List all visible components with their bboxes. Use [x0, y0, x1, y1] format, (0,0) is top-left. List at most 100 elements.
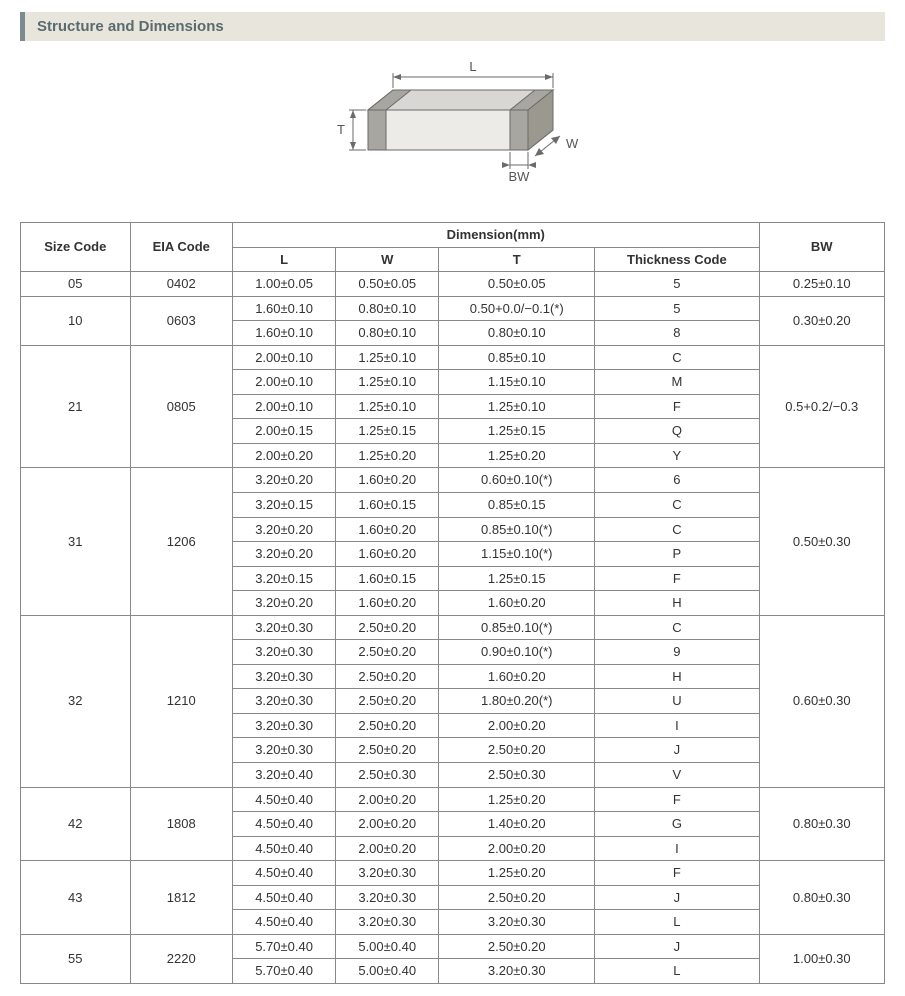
col-thickness-code: Thickness Code: [595, 247, 759, 272]
cell-thickness-code: H: [595, 591, 759, 616]
table-row: 0504021.00±0.050.50±0.050.50±0.0550.25±0…: [21, 272, 885, 297]
col-L: L: [233, 247, 336, 272]
cell-eia-code: 0805: [130, 345, 233, 468]
cell-L: 3.20±0.30: [233, 640, 336, 665]
cell-L: 3.20±0.15: [233, 566, 336, 591]
cell-L: 4.50±0.40: [233, 836, 336, 861]
cell-thickness-code: 5: [595, 272, 759, 297]
cell-thickness-code: L: [595, 910, 759, 935]
cell-W: 0.50±0.05: [336, 272, 439, 297]
cell-W: 2.50±0.30: [336, 763, 439, 788]
cell-T: 0.90±0.10(*): [439, 640, 595, 665]
table-row: 3212103.20±0.302.50±0.200.85±0.10(*)C0.6…: [21, 615, 885, 640]
cell-thickness-code: C: [595, 517, 759, 542]
table-row: 1006031.60±0.100.80±0.100.50+0.0/−0.1(*)…: [21, 296, 885, 321]
cell-L: 2.00±0.10: [233, 370, 336, 395]
cell-thickness-code: J: [595, 738, 759, 763]
chip-diagram: L T W BW: [20, 55, 885, 208]
cell-T: 0.50±0.05: [439, 272, 595, 297]
cell-thickness-code: 8: [595, 321, 759, 346]
table-row: 4318124.50±0.403.20±0.301.25±0.20F0.80±0…: [21, 861, 885, 886]
cell-W: 3.20±0.30: [336, 910, 439, 935]
cell-W: 1.25±0.10: [336, 394, 439, 419]
cell-L: 4.50±0.40: [233, 787, 336, 812]
cell-W: 1.60±0.20: [336, 468, 439, 493]
cell-thickness-code: J: [595, 885, 759, 910]
cell-T: 3.20±0.30: [439, 910, 595, 935]
section-title: Structure and Dimensions: [20, 12, 885, 41]
cell-bw: 0.30±0.20: [759, 296, 884, 345]
cell-thickness-code: Y: [595, 443, 759, 468]
cell-W: 2.00±0.20: [336, 787, 439, 812]
cell-T: 0.80±0.10: [439, 321, 595, 346]
cell-bw: 0.25±0.10: [759, 272, 884, 297]
cell-L: 1.60±0.10: [233, 321, 336, 346]
cell-thickness-code: U: [595, 689, 759, 714]
label-BW: BW: [508, 169, 530, 184]
cell-size-code: 32: [21, 615, 131, 787]
cell-T: 1.80±0.20(*): [439, 689, 595, 714]
cell-T: 2.50±0.20: [439, 885, 595, 910]
table-row: 2108052.00±0.101.25±0.100.85±0.10C0.5+0.…: [21, 345, 885, 370]
cell-T: 1.25±0.15: [439, 566, 595, 591]
label-L: L: [469, 59, 476, 74]
cell-T: 2.00±0.20: [439, 713, 595, 738]
cell-bw: 0.5+0.2/−0.3: [759, 345, 884, 468]
cell-W: 3.20±0.30: [336, 885, 439, 910]
cell-W: 1.60±0.20: [336, 591, 439, 616]
cell-W: 1.25±0.10: [336, 345, 439, 370]
cell-L: 3.20±0.20: [233, 517, 336, 542]
cell-T: 2.50±0.20: [439, 934, 595, 959]
cell-thickness-code: G: [595, 812, 759, 837]
cell-thickness-code: I: [595, 713, 759, 738]
cell-eia-code: 0402: [130, 272, 233, 297]
cell-T: 1.15±0.10: [439, 370, 595, 395]
cell-W: 1.60±0.15: [336, 566, 439, 591]
col-T: T: [439, 247, 595, 272]
chip-svg: L T W BW: [323, 55, 583, 205]
cell-L: 3.20±0.30: [233, 664, 336, 689]
cell-W: 2.50±0.20: [336, 713, 439, 738]
cell-T: 1.25±0.20: [439, 787, 595, 812]
cell-W: 1.25±0.10: [336, 370, 439, 395]
cell-L: 5.70±0.40: [233, 959, 336, 984]
cell-thickness-code: Q: [595, 419, 759, 444]
cell-W: 0.80±0.10: [336, 321, 439, 346]
cell-thickness-code: H: [595, 664, 759, 689]
cell-L: 3.20±0.30: [233, 689, 336, 714]
cell-eia-code: 1808: [130, 787, 233, 861]
cell-T: 0.85±0.15: [439, 493, 595, 518]
cell-bw: 0.80±0.30: [759, 861, 884, 935]
cell-eia-code: 2220: [130, 934, 233, 983]
label-W: W: [566, 136, 579, 151]
cell-size-code: 31: [21, 468, 131, 615]
cell-L: 2.00±0.10: [233, 345, 336, 370]
cell-T: 1.25±0.10: [439, 394, 595, 419]
cell-thickness-code: P: [595, 542, 759, 567]
cell-bw: 0.50±0.30: [759, 468, 884, 615]
cell-T: 0.50+0.0/−0.1(*): [439, 296, 595, 321]
cell-T: 1.25±0.20: [439, 861, 595, 886]
cell-T: 1.25±0.20: [439, 443, 595, 468]
table-row: 5522205.70±0.405.00±0.402.50±0.20J1.00±0…: [21, 934, 885, 959]
cell-eia-code: 0603: [130, 296, 233, 345]
cell-L: 2.00±0.15: [233, 419, 336, 444]
cell-W: 0.80±0.10: [336, 296, 439, 321]
cell-W: 2.50±0.20: [336, 664, 439, 689]
cell-bw: 1.00±0.30: [759, 934, 884, 983]
cell-thickness-code: C: [595, 493, 759, 518]
cell-W: 1.25±0.20: [336, 443, 439, 468]
cell-L: 1.60±0.10: [233, 296, 336, 321]
cell-L: 5.70±0.40: [233, 934, 336, 959]
cell-W: 1.25±0.15: [336, 419, 439, 444]
cell-T: 1.40±0.20: [439, 812, 595, 837]
col-bw: BW: [759, 223, 884, 272]
cell-W: 2.00±0.20: [336, 836, 439, 861]
dimensions-table: Size Code EIA Code Dimension(mm) BW L W …: [20, 222, 885, 984]
cell-thickness-code: M: [595, 370, 759, 395]
cell-T: 2.00±0.20: [439, 836, 595, 861]
cell-T: 3.20±0.30: [439, 959, 595, 984]
cell-thickness-code: C: [595, 345, 759, 370]
cell-size-code: 55: [21, 934, 131, 983]
cell-size-code: 05: [21, 272, 131, 297]
